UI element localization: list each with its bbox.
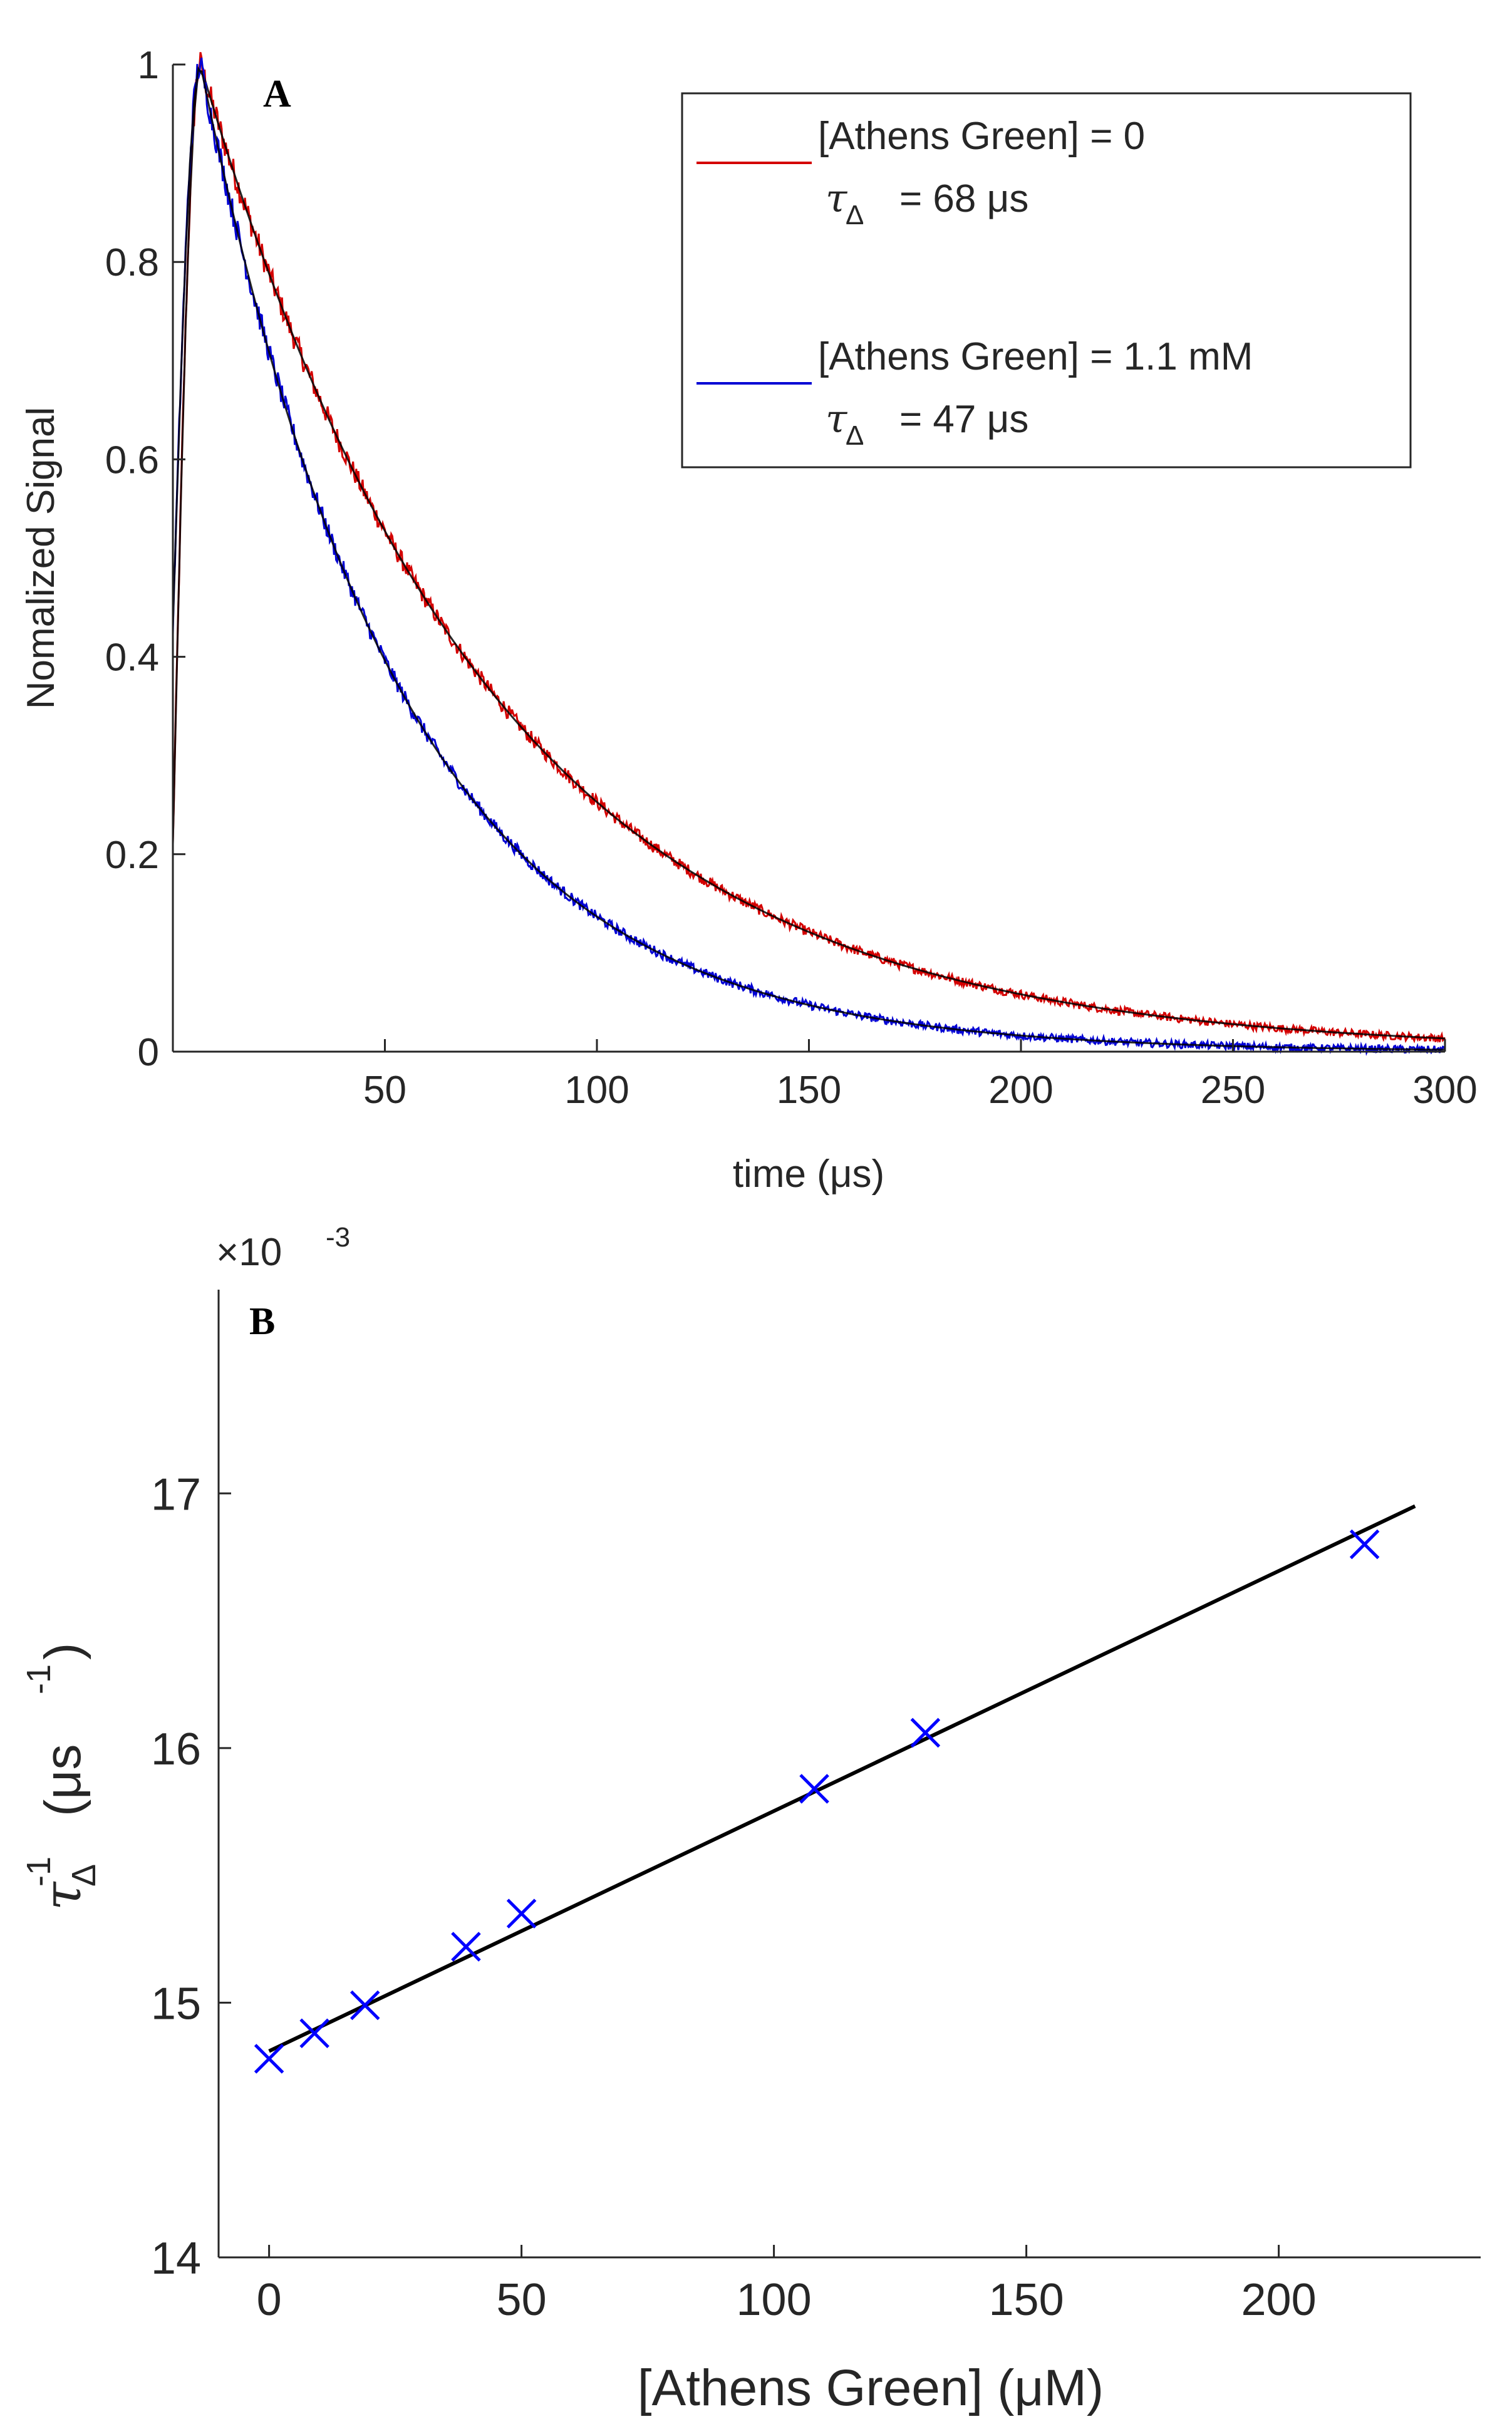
legend-entry-series-0: [Athens Green] = 0 [818,115,1145,158]
panel-b-data-point [506,1898,537,1929]
panel-b-fit-line [268,1504,1416,2053]
y-title-sup: -1 [20,1857,58,1887]
panel-a-x-tick-label: 250 [1201,1069,1265,1112]
panel-b-data-point [451,1932,481,1962]
panel-b-y-tick-label: 17 [151,1469,201,1520]
legend-lifetime-series-1: = 47 μs [899,398,1028,441]
panel-b-x-tick-label: 100 [737,2275,812,2325]
panel-b-data-point [350,1990,380,2021]
panel-b-y-tick-label: 14 [151,2234,201,2284]
panel-b-point-stroke [350,1990,380,2021]
panel-b-point-stroke [254,2044,284,2074]
panel-a-series-0-fit-line [172,69,1446,1040]
panel-b-data-point [1349,1529,1380,1560]
panel-b-exponent-power: -3 [326,1222,350,1253]
panel-b-ticks: 0 50 100 150 200 14 15 16 17 [151,1469,1317,2325]
panel-a-y-tick-label: 0.8 [105,241,159,284]
panel-b-point-stroke [299,2018,329,2048]
panel-a-legend: [Athens Green] = 0 τ Δ = 68 μs [Athens G… [681,92,1412,469]
panel-a-x-tick-label: 200 [988,1069,1053,1112]
panel-a-ticks: 50 100 150 200 250 300 0 0.2 0.4 0.6 0.8 1 [105,44,1478,1112]
panel-a-y-tick-label: 0.2 [105,834,159,877]
panel-a-x-tick-label: 300 [1412,1069,1477,1112]
legend-box [681,92,1412,469]
panel-b-point-stroke [1349,1529,1380,1560]
panel-b-points-group [254,1529,1380,2074]
y-title-sub: Δ [65,1864,103,1887]
panel-b-x-tick-label: 0 [257,2275,282,2325]
panel-a-y-axis-title: Nomalized Signal [19,407,63,709]
panel-b-x-tick-label: 50 [497,2275,547,2325]
panel-a-label: A [263,73,291,115]
y-title-units: (μs [34,1744,91,1816]
panel-b-y-axis-title: τ Δ -1 (μs -1 ) [20,1643,103,1910]
panel-b-x-tick-label: 150 [989,2275,1064,2325]
panel-b: 0 50 100 150 200 14 15 16 17 B ×10 -3 [Athens Gr… [20,1222,1481,2416]
panel-b-y-tick-label: 15 [151,1979,201,2029]
panel-b-point-stroke [799,1774,829,1804]
panel-a-y-tick-label: 0.4 [105,636,159,680]
panel-b-y-tick-label: 16 [151,1724,201,1774]
panel-b-point-stroke [451,1932,481,1962]
panel-b-x-tick-label: 200 [1241,2275,1317,2325]
panel-b-point-stroke [506,1898,537,1929]
panel-b-data-point [799,1774,829,1804]
y-title-units-close: ) [34,1643,91,1660]
panel-a-y-tick-label: 0 [138,1031,159,1074]
legend-tau-symbol-0: τ [826,175,848,221]
legend-tau-symbol-1: τ [826,396,848,442]
panel-b-data-point [910,1717,941,1748]
legend-entry-series-1: [Athens Green] = 1.1 mM [818,335,1253,378]
panel-a-x-tick-label: 50 [363,1069,406,1112]
panel-b-label: B [249,1300,275,1343]
panel-b-x-axis-title: [Athens Green] (μM) [638,2359,1104,2416]
legend-tau-sub-0: Δ [846,200,864,230]
panel-a-x-tick-label: 150 [777,1069,841,1112]
panel-a: 50 100 150 200 250 300 0 0.2 0.4 0.6 0.8 1 A time (… [19,44,1478,1196]
panel-b-exponent-prefix: ×10 [216,1231,282,1274]
panel-a-x-axis-title: time (μs) [733,1152,884,1196]
panel-a-x-tick-label: 100 [564,1069,629,1112]
legend-tau-sub-1: Δ [846,420,864,451]
panel-b-point-stroke [910,1717,941,1748]
y-title-units-sup: -1 [20,1664,58,1694]
panel-a-y-tick-label: 1 [138,44,159,87]
y-title-tau: τ [33,1881,93,1910]
panel-a-y-tick-label: 0.6 [105,438,159,482]
legend-lifetime-series-0: = 68 μs [899,177,1028,220]
panel-b-fit-group [268,1504,1416,2053]
panel-b-data-point [299,2018,329,2048]
panel-b-data-point [254,2044,284,2074]
